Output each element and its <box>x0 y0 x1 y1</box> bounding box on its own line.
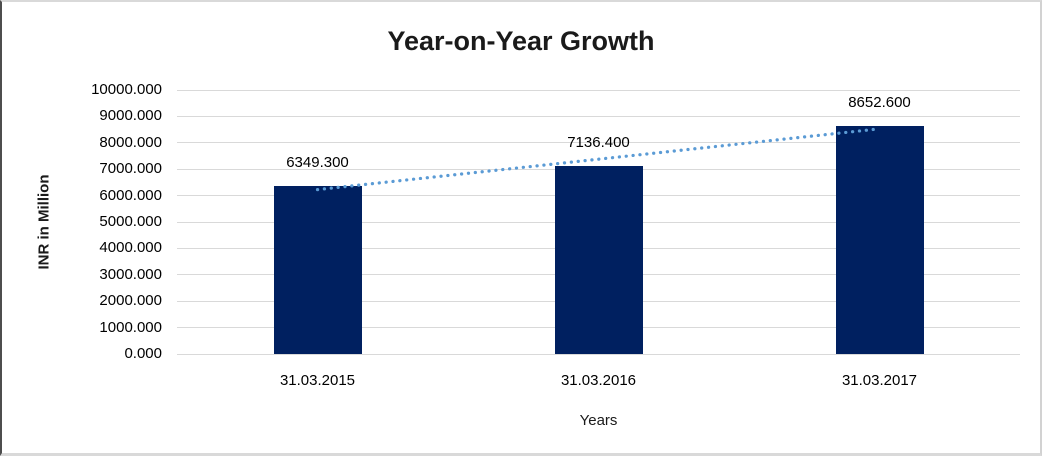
gridline <box>177 353 1020 355</box>
bar-data-label: 8652.600 <box>848 93 911 111</box>
y-tick-label: 8000.000 <box>99 133 162 151</box>
chart-title: Year-on-Year Growth <box>387 26 655 56</box>
gridline <box>177 115 1020 117</box>
x-tick-label: 31.03.2016 <box>560 372 637 389</box>
gridline <box>177 89 1020 91</box>
bar-data-label: 6349.300 <box>286 154 349 172</box>
y-tick-label: 6000.000 <box>99 186 162 204</box>
bar-31.03.2017 <box>835 125 924 354</box>
plot-area: 6349.300 7136.400 8652.600 <box>177 89 1020 355</box>
y-tick-label: 5000.000 <box>99 213 162 230</box>
y-tick-label: 1000.000 <box>99 318 162 336</box>
y-tick-label: 0.000 <box>124 345 162 362</box>
y-tick-label: 4000.000 <box>99 239 162 257</box>
y-tick-label: 7000.000 <box>99 160 162 178</box>
bar-31.03.2016 <box>554 165 643 354</box>
x-axis-title: Years <box>579 412 618 429</box>
x-tick-label: 31.03.2015 <box>279 372 356 389</box>
y-tick-label: 2000.000 <box>99 292 162 310</box>
y-tick-label: 10000.000 <box>91 81 162 98</box>
x-tick-label: 31.03.2017 <box>841 372 918 389</box>
bar-data-label: 7136.400 <box>567 133 630 151</box>
bar-31.03.2015 <box>273 186 362 354</box>
y-tick-label: 9000.000 <box>99 107 162 125</box>
y-tick-label: 3000.000 <box>99 265 162 283</box>
